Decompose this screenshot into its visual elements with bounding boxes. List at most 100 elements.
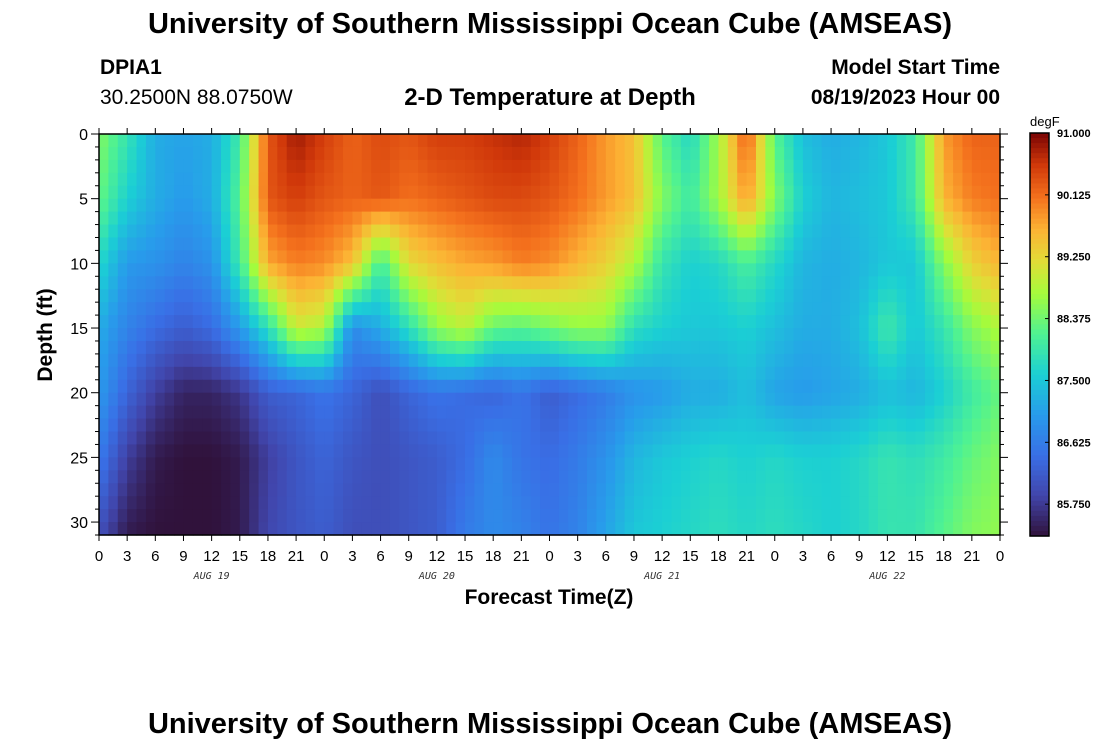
- heatmap-cell: [821, 159, 832, 174]
- heatmap-cell: [343, 379, 354, 394]
- heatmap-cell: [333, 237, 344, 252]
- heatmap-cell: [962, 444, 973, 458]
- heatmap-cell: [155, 483, 166, 497]
- heatmap-cell: [812, 159, 823, 174]
- heatmap-cell: [483, 315, 494, 329]
- heatmap-cell: [849, 496, 860, 510]
- heatmap-cell: [896, 353, 907, 368]
- heatmap-cell: [474, 263, 485, 277]
- heatmap-cell: [258, 237, 269, 252]
- heatmap-cell: [577, 237, 588, 252]
- heatmap-cell: [558, 405, 569, 420]
- heatmap-cell: [624, 328, 635, 342]
- heatmap-cell: [427, 250, 438, 264]
- heatmap-cell: [877, 134, 888, 148]
- heatmap-cell: [934, 418, 945, 433]
- heatmap-cell: [521, 431, 532, 446]
- heatmap-cell: [361, 237, 372, 252]
- heatmap-cell: [558, 276, 569, 290]
- heatmap-cell: [971, 289, 982, 303]
- heatmap-cell: [202, 276, 213, 290]
- heatmap-cell: [755, 353, 766, 368]
- heatmap-cell: [568, 224, 579, 239]
- heatmap-cell: [709, 470, 720, 484]
- colorbar-tick-label: 87.500: [1057, 375, 1091, 387]
- heatmap-cell: [211, 522, 222, 536]
- heatmap-cell: [483, 276, 494, 290]
- heatmap-cell: [971, 263, 982, 277]
- heatmap-cell: [277, 237, 288, 252]
- heatmap-cell: [296, 379, 307, 394]
- heatmap-cell: [399, 366, 410, 381]
- heatmap-cell: [530, 405, 541, 420]
- heatmap-cell: [652, 276, 663, 290]
- heatmap-cell: [361, 353, 372, 368]
- heatmap-cell: [596, 146, 607, 161]
- heatmap-cell: [314, 444, 325, 458]
- colorbar-segment: [1030, 198, 1049, 205]
- heatmap-cell: [896, 237, 907, 252]
- heatmap-cell: [127, 457, 138, 471]
- heatmap-cell: [371, 340, 382, 355]
- heatmap-cell: [680, 340, 691, 355]
- heatmap-cell: [493, 405, 504, 420]
- heatmap-cell: [849, 457, 860, 471]
- heatmap-cell: [502, 392, 513, 407]
- heatmap-cell: [990, 353, 1001, 368]
- heatmap-cell: [99, 328, 109, 342]
- heatmap-cell: [305, 353, 316, 368]
- heatmap-cell: [915, 211, 926, 226]
- heatmap-cell: [652, 392, 663, 407]
- heatmap-cell: [577, 405, 588, 420]
- heatmap-cell: [812, 457, 823, 471]
- heatmap-cell: [755, 263, 766, 277]
- heatmap-cell: [812, 315, 823, 329]
- heatmap-cell: [990, 379, 1001, 394]
- heatmap-cell: [962, 483, 973, 497]
- heatmap-cell: [821, 418, 832, 433]
- x-tick-label: 9: [179, 548, 187, 565]
- heatmap-cell: [643, 185, 654, 200]
- colorbar-segment: [1030, 213, 1049, 220]
- colorbar: 91.00090.12589.25088.37587.50086.62585.7…: [1029, 128, 1091, 537]
- heatmap-cell: [784, 522, 795, 536]
- heatmap-cell: [877, 159, 888, 174]
- colorbar-segment: [1030, 415, 1049, 421]
- heatmap-cell: [709, 522, 720, 536]
- heatmap-cell: [436, 379, 447, 394]
- heatmap-cell: [436, 134, 447, 148]
- heatmap-cell: [915, 522, 926, 536]
- heatmap-cell: [371, 276, 382, 290]
- heatmap-cell: [924, 237, 935, 252]
- heatmap-cell: [774, 328, 785, 342]
- heatmap-cell: [399, 405, 410, 420]
- heatmap-cell: [502, 353, 513, 368]
- heatmap-cell: [418, 379, 429, 394]
- heatmap-cell: [511, 328, 522, 342]
- heatmap-cell: [709, 315, 720, 329]
- heatmap-cell: [784, 237, 795, 252]
- heatmap-cell: [633, 418, 644, 433]
- heatmap-cell: [737, 328, 748, 342]
- heatmap-cell: [164, 276, 175, 290]
- heatmap-cell: [633, 366, 644, 381]
- heatmap-cell: [652, 224, 663, 239]
- heatmap-cell: [981, 418, 992, 433]
- heatmap-cell: [408, 289, 419, 303]
- heatmap-cell: [971, 146, 982, 161]
- heatmap-cell: [221, 172, 231, 187]
- colorbar-segment: [1030, 369, 1049, 376]
- heatmap-cell: [164, 211, 175, 226]
- heatmap-cell: [774, 444, 785, 458]
- heatmap-cell: [155, 211, 166, 226]
- heatmap-cell: [765, 185, 776, 200]
- colorbar-segment: [1030, 525, 1049, 532]
- heatmap-cell: [840, 302, 851, 316]
- heatmap-cell: [662, 483, 673, 497]
- heatmap-cell: [493, 509, 504, 523]
- heatmap-cell: [784, 146, 795, 161]
- heatmap-cell: [408, 444, 419, 458]
- heatmap-cell: [371, 263, 382, 277]
- heatmap-cell: [455, 379, 466, 394]
- heatmap-cell: [230, 172, 241, 187]
